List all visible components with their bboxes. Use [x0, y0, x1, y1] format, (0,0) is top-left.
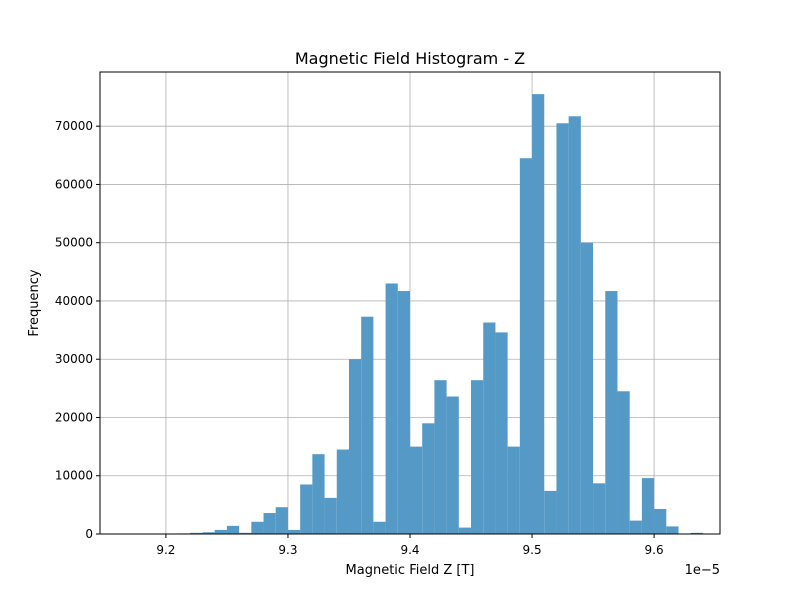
- x-axis-label: Magnetic Field Z [T]: [346, 563, 475, 578]
- histogram-bar: [312, 454, 325, 534]
- histogram-bar: [471, 380, 484, 534]
- histogram-bar: [519, 158, 533, 534]
- histogram-bar: [434, 380, 447, 534]
- x-tick-label: 9.4: [400, 543, 419, 557]
- histogram-bar: [214, 529, 227, 534]
- histogram-bar: [324, 497, 337, 534]
- histogram-bar: [629, 520, 642, 534]
- histogram-bar: [202, 532, 215, 534]
- histogram-bar: [385, 283, 398, 534]
- histogram-bar: [605, 291, 618, 534]
- x-tick-label: 9.6: [645, 543, 664, 557]
- x-tick-label: 9.3: [278, 543, 297, 557]
- histogram-bar: [495, 332, 508, 534]
- y-tick-label: 10000: [55, 469, 93, 483]
- histogram-bar: [226, 525, 240, 534]
- histogram-bar: [446, 396, 459, 534]
- histogram-bar: [410, 446, 423, 534]
- histogram-bar: [275, 507, 288, 534]
- histogram-bar: [458, 527, 472, 534]
- histogram-bar: [641, 478, 655, 534]
- histogram-bar: [190, 532, 203, 534]
- histogram-bar: [654, 508, 667, 534]
- chart-title: Magnetic Field Histogram - Z: [295, 49, 525, 68]
- histogram-bar: [593, 483, 606, 534]
- y-axis-label: Frequency: [27, 269, 42, 336]
- histogram-bar: [544, 490, 557, 534]
- histogram-bar: [483, 322, 496, 534]
- histogram-bar: [373, 521, 386, 534]
- histogram-bar: [556, 123, 569, 534]
- histogram-bar: [568, 116, 581, 534]
- histogram-bar: [690, 532, 703, 534]
- histogram-bar: [348, 359, 362, 534]
- histogram-bars: [178, 94, 703, 535]
- histogram-bar: [239, 532, 252, 534]
- histogram-bar: [397, 291, 410, 534]
- x-axis-offset-text: 1e−5: [685, 563, 720, 578]
- histogram-bar: [617, 391, 630, 534]
- histogram-bar: [580, 242, 594, 534]
- histogram-bar: [422, 423, 435, 534]
- histogram-bar: [532, 94, 545, 535]
- y-tick-label: 0: [85, 527, 93, 541]
- y-tick-label: 40000: [55, 294, 93, 308]
- histogram-bar: [251, 521, 264, 534]
- x-tick-label: 9.5: [523, 543, 542, 557]
- histogram-bar: [507, 446, 520, 534]
- histogram-bar: [361, 316, 374, 534]
- histogram-bar: [287, 529, 301, 534]
- histogram-bar: [300, 484, 313, 534]
- y-tick-label: 20000: [55, 410, 93, 424]
- y-tick-label: 30000: [55, 352, 93, 366]
- axis-ticks: 9.2 9.3 9.4 9.5 9.6 0 10000 20000 30000 40000 5000…: [55, 119, 664, 557]
- histogram-bar: [263, 513, 276, 534]
- histogram-bar: [666, 526, 679, 534]
- x-tick-label: 9.2: [156, 543, 175, 557]
- histogram-bar: [336, 449, 349, 534]
- y-tick-label: 50000: [55, 236, 93, 250]
- y-tick-label: 70000: [55, 119, 93, 133]
- y-tick-label: 60000: [55, 177, 93, 191]
